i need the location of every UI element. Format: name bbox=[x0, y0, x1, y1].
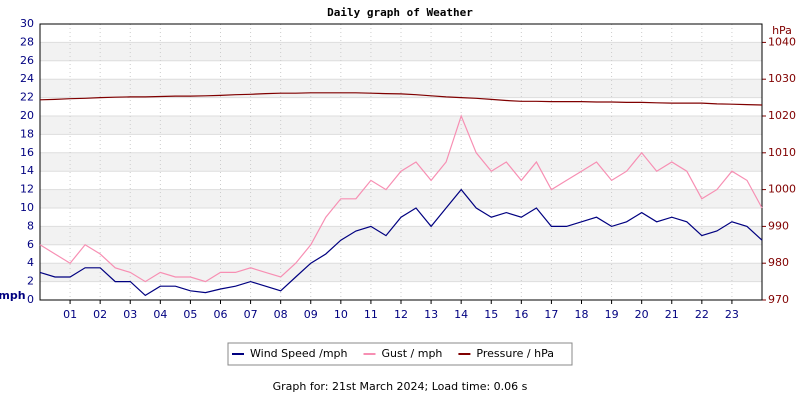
x-tick-label: 06 bbox=[214, 308, 228, 321]
y-tick-label: 14 bbox=[20, 164, 34, 177]
plot-frame bbox=[39, 23, 763, 301]
series-line bbox=[39, 92, 763, 106]
legend-label: Gust / mph bbox=[382, 347, 443, 360]
x-tick-label: 18 bbox=[575, 308, 589, 321]
series-line bbox=[39, 188, 763, 297]
x-tick-label: 09 bbox=[304, 308, 318, 321]
x-tick-label: 17 bbox=[544, 308, 558, 321]
grid-band bbox=[40, 281, 762, 300]
x-tick-label: 21 bbox=[665, 308, 679, 321]
grid-band bbox=[40, 152, 762, 172]
grid-band bbox=[40, 60, 762, 80]
series-line bbox=[39, 114, 763, 283]
y-tick-label: 6 bbox=[27, 238, 34, 251]
x-tick-label: 02 bbox=[93, 308, 107, 321]
x-tick-label: 14 bbox=[454, 308, 468, 321]
x-tick-label: 07 bbox=[244, 308, 258, 321]
legend-label: Wind Speed /mph bbox=[250, 347, 348, 360]
x-tick-label: 13 bbox=[424, 308, 438, 321]
y-axis-label: mph bbox=[0, 289, 26, 302]
x-tick-label: 01 bbox=[63, 308, 77, 321]
grid-band bbox=[40, 134, 762, 153]
y2-tick-label: 1040 bbox=[768, 35, 796, 48]
x-tick-label: 15 bbox=[484, 308, 498, 321]
grid-band bbox=[40, 116, 762, 135]
y-tick-label: 28 bbox=[20, 35, 34, 48]
y2-tick-label: 1020 bbox=[768, 109, 796, 122]
x-tick-label: 20 bbox=[635, 308, 649, 321]
x-tick-label: 05 bbox=[183, 308, 197, 321]
legend-box bbox=[227, 342, 573, 366]
x-tick-label: 16 bbox=[514, 308, 528, 321]
y2-tick-label: 1030 bbox=[768, 72, 796, 85]
y-tick-label: 8 bbox=[27, 219, 34, 232]
grid-band bbox=[40, 244, 762, 264]
y-tick-label: 22 bbox=[20, 91, 34, 104]
grid-band bbox=[40, 24, 762, 43]
x-tick-label: 03 bbox=[123, 308, 137, 321]
y2-tick-label: 1010 bbox=[768, 146, 796, 159]
grid-band bbox=[40, 189, 762, 208]
y-tick-label: 10 bbox=[20, 201, 34, 214]
y-tick-label: 0 bbox=[27, 293, 34, 306]
x-tick-label: 08 bbox=[274, 308, 288, 321]
y2-tick-label: 980 bbox=[768, 256, 789, 269]
y2-axis-label: hPa bbox=[772, 24, 792, 37]
y-tick-label: 26 bbox=[20, 54, 34, 67]
legend-label: Pressure / hPa bbox=[476, 347, 554, 360]
y2-tick-label: 970 bbox=[768, 293, 789, 306]
y-tick-label: 18 bbox=[20, 127, 34, 140]
y-tick-label: 2 bbox=[27, 275, 34, 288]
x-tick-label: 19 bbox=[605, 308, 619, 321]
footer: Graph for: 21st March 2024; Load time: 0… bbox=[273, 380, 528, 393]
y-tick-label: 16 bbox=[20, 146, 34, 159]
y-tick-label: 20 bbox=[20, 109, 34, 122]
y2-tick-label: 1000 bbox=[768, 183, 796, 196]
grid-band bbox=[40, 226, 762, 245]
y-tick-label: 24 bbox=[20, 72, 34, 85]
y-tick-label: 30 bbox=[20, 17, 34, 30]
y-tick-label: 4 bbox=[27, 256, 34, 269]
chart-title: Daily graph of Weather bbox=[327, 6, 473, 19]
y2-tick-label: 990 bbox=[768, 219, 789, 232]
y-tick-label: 12 bbox=[20, 183, 34, 196]
x-tick-label: 12 bbox=[394, 308, 408, 321]
x-tick-label: 11 bbox=[364, 308, 378, 321]
x-tick-label: 10 bbox=[334, 308, 348, 321]
grid-band bbox=[40, 42, 762, 61]
x-tick-label: 04 bbox=[153, 308, 167, 321]
x-tick-label: 22 bbox=[695, 308, 709, 321]
x-tick-label: 23 bbox=[725, 308, 739, 321]
